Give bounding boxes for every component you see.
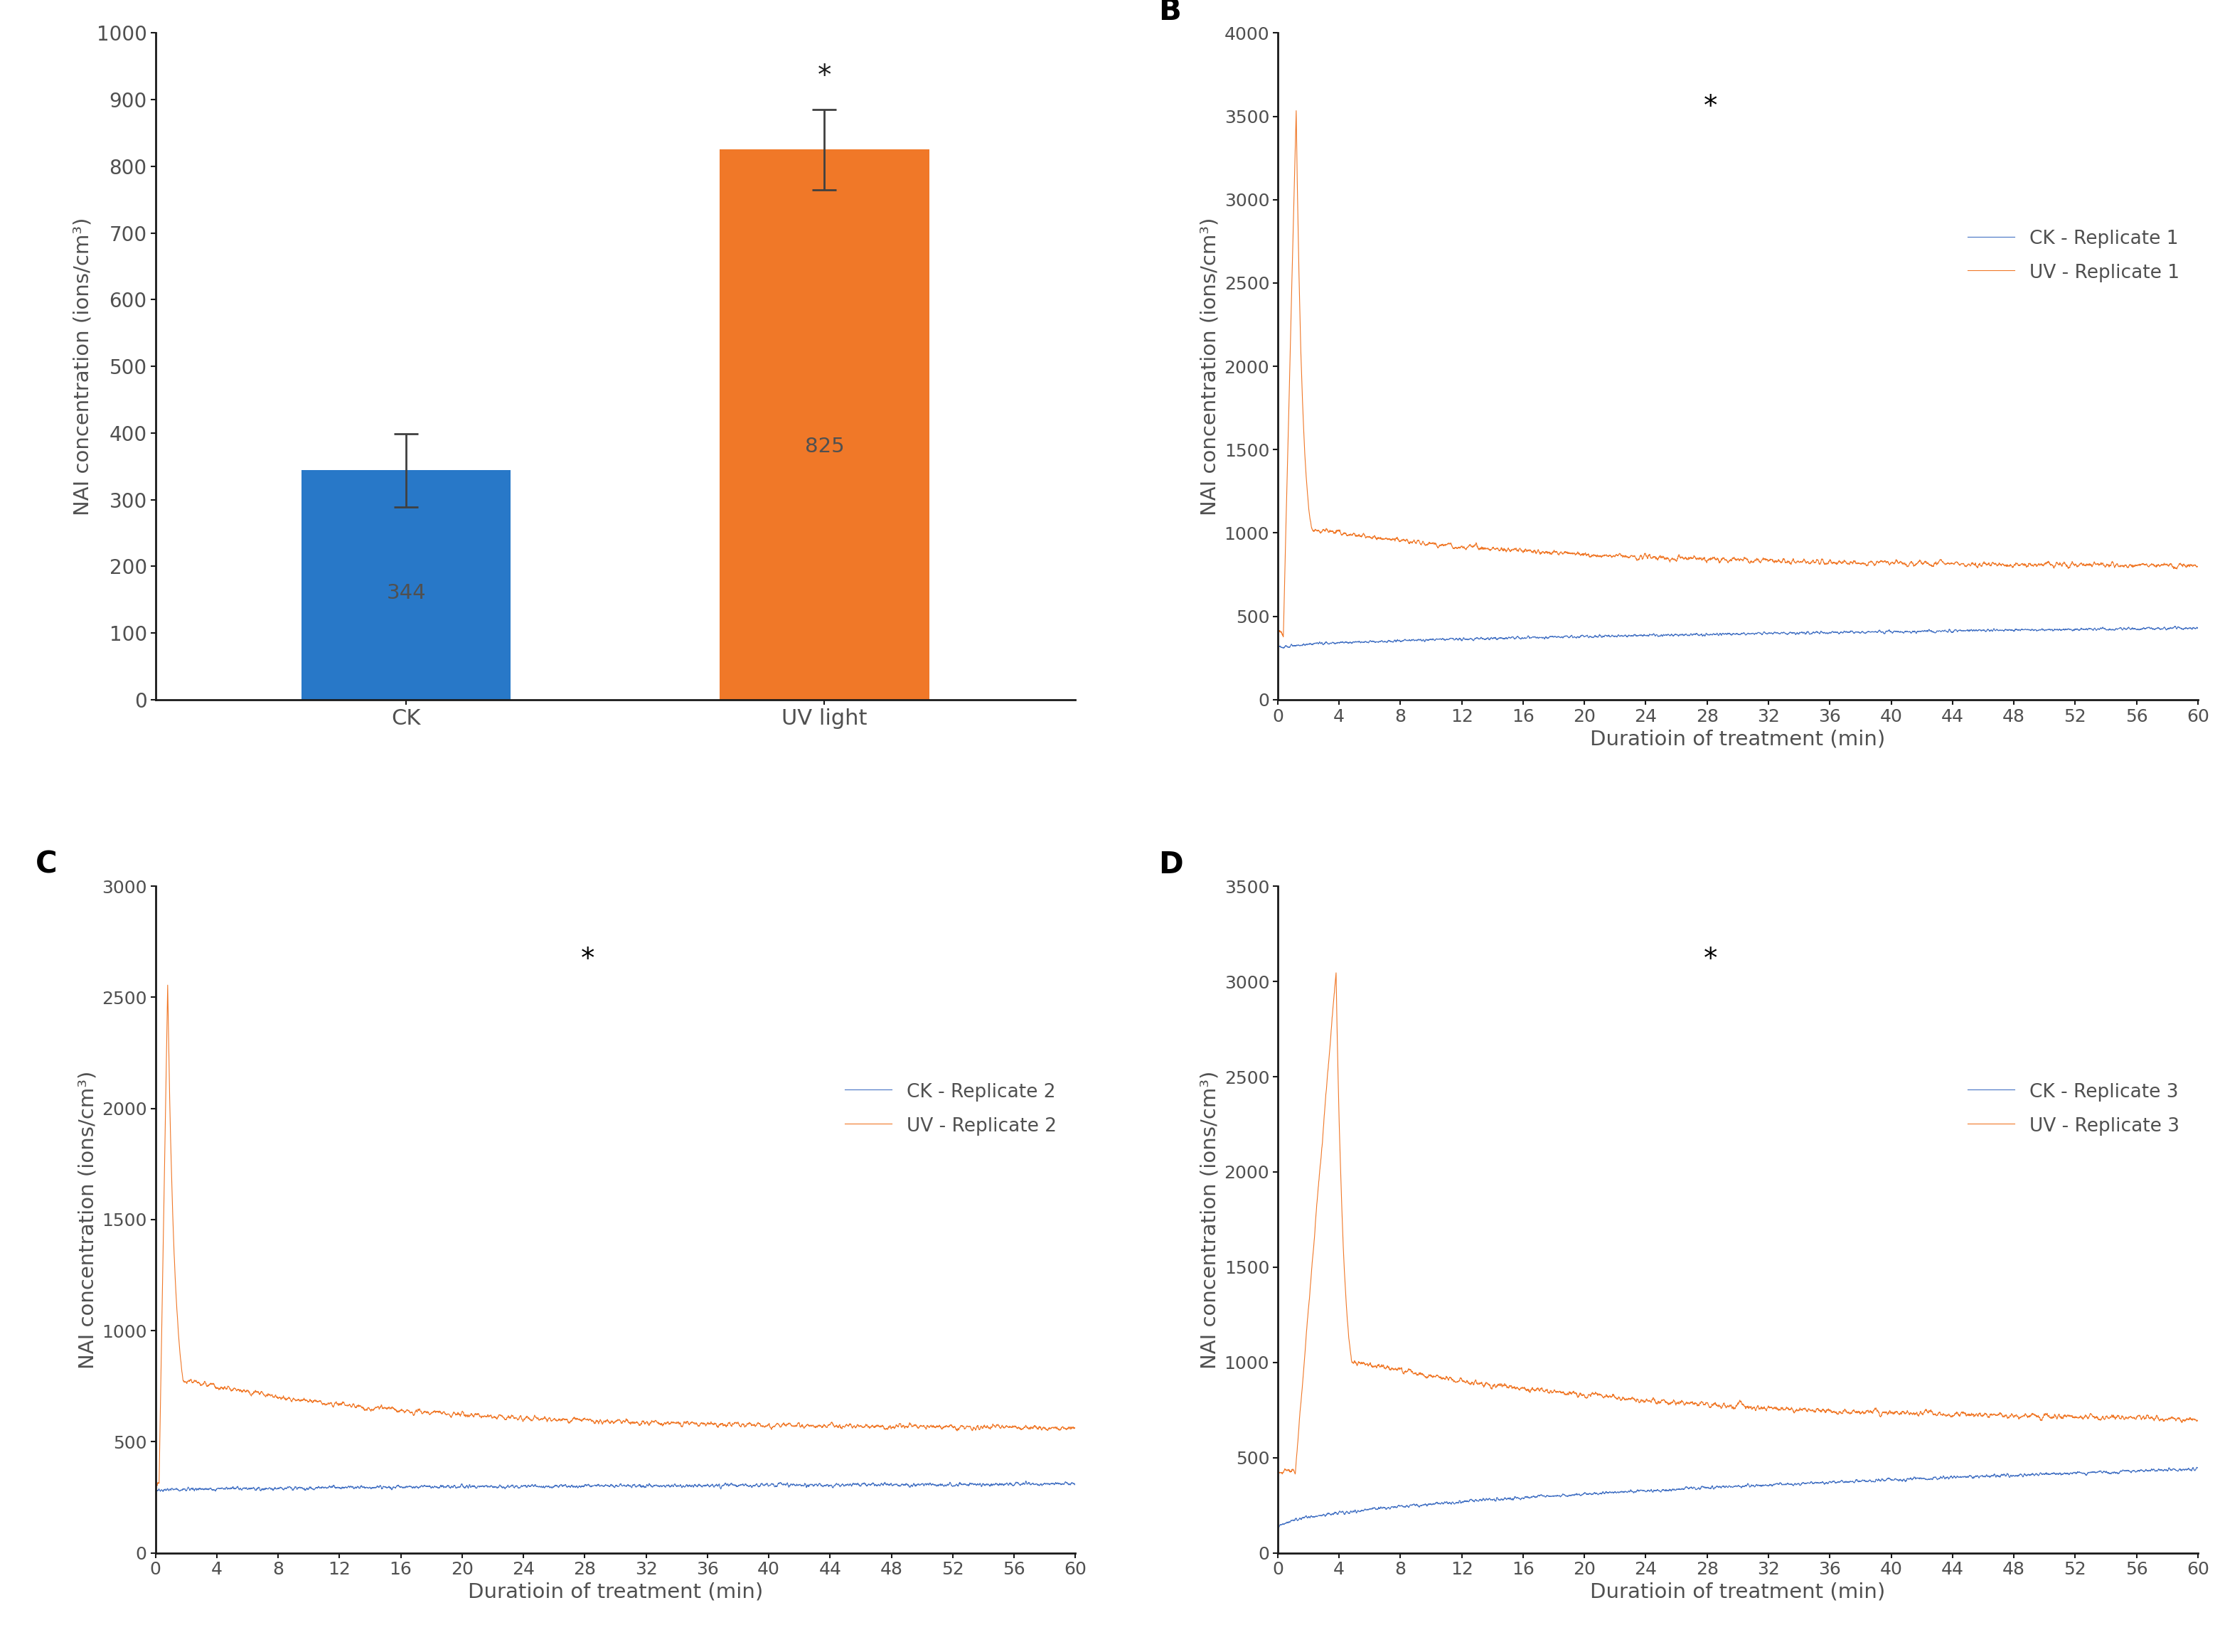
UV - Replicate 3 — [2184, 1411, 2211, 1431]
UV - Replicate 3 — [2178, 1409, 2204, 1429]
X-axis label: Duratioin of treatment (min): Duratioin of treatment (min) — [1590, 729, 1885, 748]
CK - Replicate 2 — [142, 1482, 169, 1502]
Line: CK - Replicate 1: CK - Replicate 1 — [1279, 626, 2198, 648]
UV - Replicate 1 — [1479, 539, 1505, 558]
CK - Replicate 2 — [1054, 1474, 1081, 1493]
UV - Replicate 1 — [1483, 539, 1510, 558]
Bar — [719, 150, 928, 700]
UV - Replicate 3 — [1483, 1376, 1510, 1396]
UV - Replicate 3 — [1612, 1389, 1638, 1409]
UV - Replicate 1 — [2184, 557, 2211, 577]
UV - Replicate 2 — [1061, 1417, 1088, 1437]
Legend: CK - Replicate 2, UV - Replicate 2: CK - Replicate 2, UV - Replicate 2 — [846, 1082, 1057, 1135]
Y-axis label: NAI concentration (ions/cm³): NAI concentration (ions/cm³) — [1201, 1070, 1221, 1370]
Y-axis label: NAI concentration (ions/cm³): NAI concentration (ions/cm³) — [78, 1070, 98, 1370]
CK - Replicate 2 — [488, 1477, 515, 1497]
UV - Replicate 3 — [1676, 1393, 1703, 1412]
UV - Replicate 1 — [1676, 548, 1703, 568]
CK - Replicate 2 — [355, 1477, 382, 1497]
CK - Replicate 2 — [1061, 1475, 1088, 1495]
CK - Replicate 2 — [555, 1477, 582, 1497]
CK - Replicate 1 — [1676, 624, 1703, 644]
CK - Replicate 1 — [1612, 626, 1638, 646]
CK - Replicate 2 — [366, 1477, 393, 1497]
Line: UV - Replicate 1: UV - Replicate 1 — [1279, 111, 2198, 636]
UV - Replicate 3 — [1323, 963, 1350, 983]
Text: *: * — [582, 947, 595, 973]
UV - Replicate 1 — [2178, 555, 2204, 575]
CK - Replicate 3 — [1265, 1518, 1292, 1538]
CK - Replicate 3 — [2178, 1460, 2204, 1480]
UV - Replicate 1 — [1612, 547, 1638, 567]
UV - Replicate 1 — [1265, 623, 1292, 643]
UV - Replicate 2 — [142, 1475, 169, 1495]
CK - Replicate 1 — [1270, 638, 1296, 657]
UV - Replicate 2 — [155, 975, 182, 995]
Text: 825: 825 — [804, 436, 844, 456]
UV - Replicate 2 — [555, 1411, 582, 1431]
CK - Replicate 3 — [1612, 1482, 1638, 1502]
Text: *: * — [1703, 947, 1716, 973]
Line: CK - Replicate 2: CK - Replicate 2 — [155, 1480, 1074, 1492]
Y-axis label: NAI concentration (ions/cm³): NAI concentration (ions/cm³) — [1201, 216, 1221, 515]
CK - Replicate 1 — [2178, 618, 2204, 638]
CK - Replicate 1 — [2162, 616, 2189, 636]
Line: CK - Replicate 3: CK - Replicate 3 — [1279, 1467, 2198, 1528]
CK - Replicate 3 — [2184, 1457, 2211, 1477]
UV - Replicate 3 — [1487, 1374, 1514, 1394]
Text: B: B — [1159, 0, 1181, 26]
CK - Replicate 2 — [1012, 1470, 1039, 1490]
Legend: CK - Replicate 3, UV - Replicate 3: CK - Replicate 3, UV - Replicate 3 — [1967, 1082, 2180, 1135]
Text: C: C — [36, 849, 58, 879]
CK - Replicate 3 — [1479, 1490, 1505, 1510]
UV - Replicate 2 — [366, 1398, 393, 1417]
UV - Replicate 2 — [1054, 1417, 1081, 1437]
CK - Replicate 1 — [1265, 638, 1292, 657]
Bar — [302, 471, 511, 700]
CK - Replicate 1 — [1487, 628, 1514, 648]
Text: *: * — [817, 63, 830, 89]
UV - Replicate 1 — [1487, 537, 1514, 557]
Line: UV - Replicate 2: UV - Replicate 2 — [155, 985, 1074, 1485]
Legend: CK - Replicate 1, UV - Replicate 1: CK - Replicate 1, UV - Replicate 1 — [1967, 230, 2180, 282]
CK - Replicate 3 — [2184, 1457, 2211, 1477]
UV - Replicate 3 — [1265, 1462, 1292, 1482]
CK - Replicate 1 — [1479, 628, 1505, 648]
Text: D: D — [1159, 849, 1183, 879]
CK - Replicate 1 — [2184, 618, 2211, 638]
UV - Replicate 1 — [1270, 626, 1296, 646]
CK - Replicate 1 — [1483, 629, 1510, 649]
CK - Replicate 3 — [1676, 1477, 1703, 1497]
UV - Replicate 1 — [1283, 101, 1310, 121]
Text: 344: 344 — [386, 583, 426, 603]
CK - Replicate 3 — [1483, 1490, 1510, 1510]
CK - Replicate 2 — [142, 1480, 169, 1500]
UV - Replicate 3 — [1479, 1379, 1505, 1399]
Y-axis label: NAI concentration (ions/cm³): NAI concentration (ions/cm³) — [73, 216, 93, 515]
CK - Replicate 2 — [362, 1479, 388, 1498]
CK - Replicate 3 — [1487, 1490, 1514, 1510]
Line: UV - Replicate 3: UV - Replicate 3 — [1279, 973, 2198, 1474]
Text: *: * — [1703, 93, 1716, 121]
UV - Replicate 2 — [488, 1406, 515, 1426]
X-axis label: Duratioin of treatment (min): Duratioin of treatment (min) — [468, 1583, 764, 1602]
UV - Replicate 2 — [355, 1398, 382, 1417]
UV - Replicate 3 — [1281, 1464, 1308, 1483]
X-axis label: Duratioin of treatment (min): Duratioin of treatment (min) — [1590, 1583, 1885, 1602]
UV - Replicate 2 — [362, 1399, 388, 1419]
